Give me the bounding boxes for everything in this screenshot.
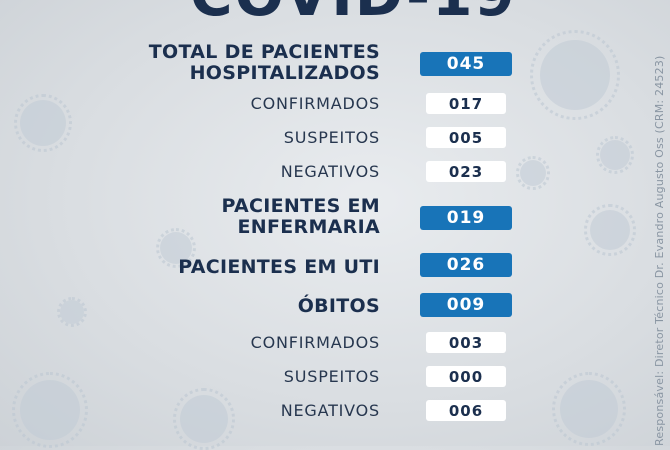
stat-value: 005 [426,127,506,148]
stat-label: NEGATIVOS [280,162,380,181]
responsible-credit: Responsável: Diretor Técnico Dr. Evandro… [653,55,666,446]
stat-value: 023 [426,161,506,182]
stat-label: PACIENTES EM ENFERMARIA [221,195,380,238]
stat-value: 019 [420,206,512,230]
virus-illustration [155,227,197,269]
stat-label: SUSPEITOS [283,128,380,147]
virus-illustration [595,135,635,175]
stat-value: 017 [426,93,506,114]
virus-illustration [173,388,235,450]
stat-label: CONFIRMADOS [250,94,380,113]
page-title: COVID-19 [190,0,517,24]
virus-illustration [530,30,620,120]
stat-value: 006 [426,400,506,421]
stat-label: PACIENTES EM UTI [178,256,380,278]
stat-value: 045 [420,52,512,76]
stat-value: 009 [420,293,512,317]
virus-illustration [516,156,550,190]
stat-value: 026 [420,253,512,277]
stat-label: CONFIRMADOS [250,333,380,352]
virus-illustration [56,296,88,328]
stat-label: SUSPEITOS [283,367,380,386]
virus-illustration [11,371,89,449]
stat-value: 000 [426,366,506,387]
stat-value: 003 [426,332,506,353]
stat-label: NEGATIVOS [280,401,380,420]
virus-illustration [551,371,627,447]
stat-label: TOTAL DE PACIENTES HOSPITALIZADOS [148,41,380,84]
stat-label: ÓBITOS [297,295,380,317]
virus-illustration [584,204,636,256]
virus-illustration [13,93,73,153]
